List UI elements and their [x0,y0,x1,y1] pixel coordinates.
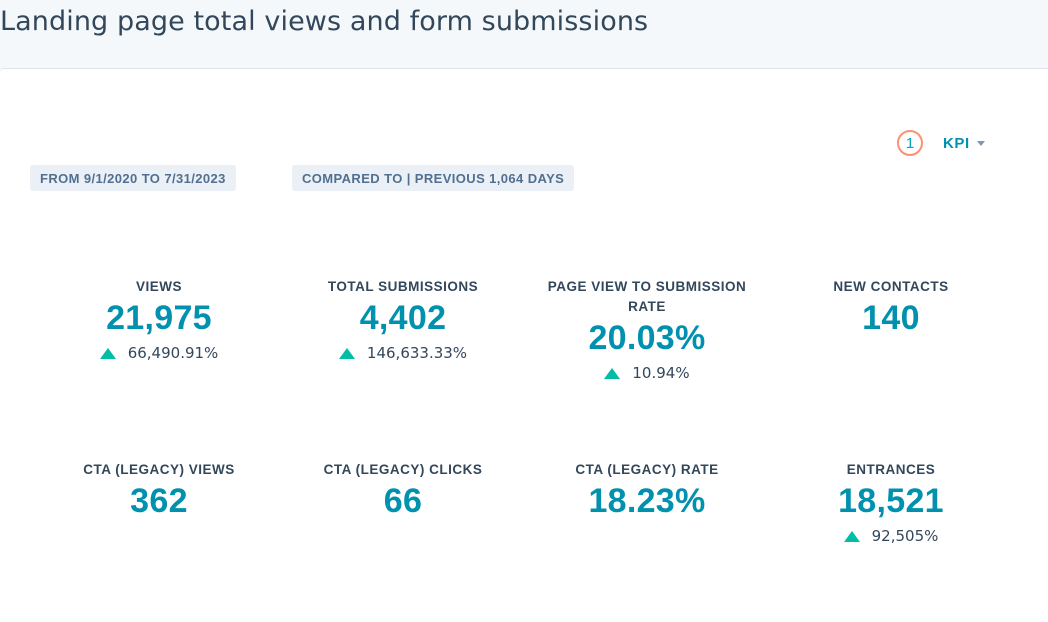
metric-page-view-to-submission-rate: PAGE VIEW TO SUBMISSION RATE 20.03% 10.9… [527,277,767,383]
metric-label: NEW CONTACTS [833,279,949,294]
metric-cta-legacy-views: CTA (LEGACY) VIEWS 362 [39,460,279,521]
metric-label: VIEWS [135,279,182,294]
triangle-up-icon [338,347,355,359]
metric-label: CTA (LEGACY) VIEWS [83,462,235,477]
metric-value: 362 [130,482,188,520]
metric-cta-legacy-rate: CTA (LEGACY) RATE 18.23% [527,460,767,521]
comparison-filter-tag[interactable]: COMPARED TO | PREVIOUS 1,064 DAYS [292,165,575,191]
comparison-text: COMPARED TO | PREVIOUS 1,064 DAYS [302,170,565,186]
metric-change-value: 66,490.91% [127,344,219,362]
metric-value: 18,521 [838,482,944,520]
metric-cta-legacy-clicks: CTA (LEGACY) CLICKS 66 [283,460,523,521]
kpi-count-badge: 1 [897,130,923,156]
metric-entrances: ENTRANCES 18,521 92,505% [771,460,1011,546]
metric-label: CTA (LEGACY) RATE [575,462,719,477]
metric-views: VIEWS 21,975 66,490.91% [39,277,279,363]
triangle-up-icon [843,530,860,542]
triangle-up-icon [99,347,116,359]
report-card: 1 KPI FROM 9/1/2020 TO 7/31/2023 COMPARE… [0,68,1048,622]
metric-value: 21,975 [106,299,212,337]
metric-value: 18.23% [588,482,706,520]
metric-value: 20.03% [588,319,706,357]
caret-down-icon [976,140,985,146]
metric-value: 140 [862,299,920,337]
metric-total-submissions: TOTAL SUBMISSIONS 4,402 146,633.33% [283,277,523,363]
metric-change-value: 92,505% [871,527,939,545]
metric-change-value: 146,633.33% [366,344,468,362]
metric-change: 66,490.91% [39,343,279,363]
metric-value: 4,402 [359,299,447,337]
date-range-filter-tag[interactable]: FROM 9/1/2020 TO 7/31/2023 [30,165,236,191]
metric-label: TOTAL SUBMISSIONS [327,279,479,294]
date-range-text: FROM 9/1/2020 TO 7/31/2023 [40,170,226,186]
kpi-dropdown-label: KPI [943,134,970,152]
metric-change-value: 10.94% [632,364,690,382]
metric-change: 10.94% [527,363,767,383]
page-title: Landing page total views and form submis… [0,6,649,37]
kpi-dropdown[interactable]: 1 KPI [897,128,985,158]
report-header: Landing page total views and form submis… [0,0,1048,68]
metric-change: 92,505% [771,526,1011,546]
metric-value: 66 [383,482,423,520]
metric-label: CTA (LEGACY) CLICKS [323,462,483,477]
triangle-up-icon [604,367,621,379]
metric-change: 146,633.33% [283,343,523,363]
metric-label: PAGE VIEW TO SUBMISSION RATE [547,279,747,314]
metric-new-contacts: NEW CONTACTS 140 [771,277,1011,338]
metric-label: ENTRANCES [846,462,936,477]
